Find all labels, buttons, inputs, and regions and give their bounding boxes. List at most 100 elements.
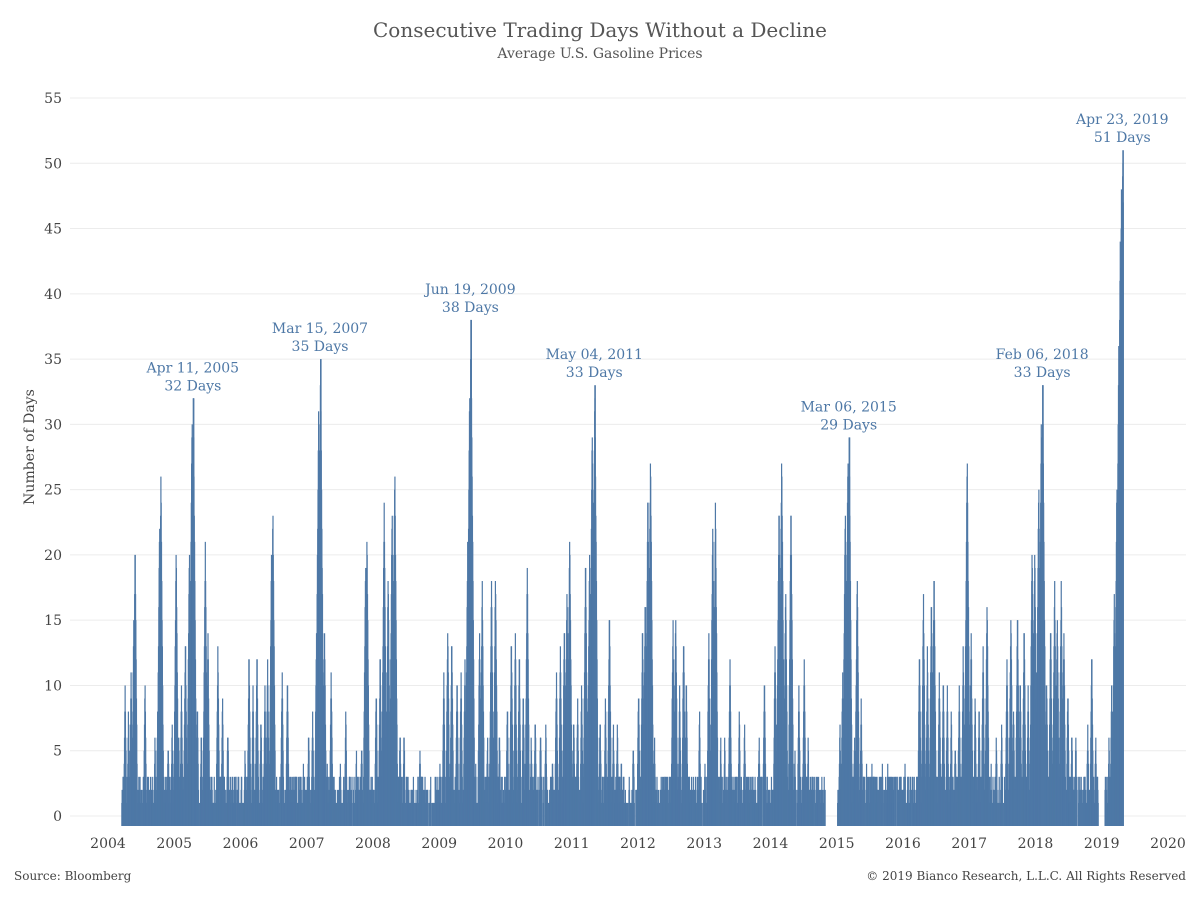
bar — [274, 750, 276, 826]
bar — [904, 776, 906, 826]
bar — [626, 802, 629, 826]
bar — [335, 802, 337, 826]
bar — [687, 776, 689, 826]
bar — [717, 776, 719, 826]
bar — [617, 776, 619, 826]
bar — [198, 802, 200, 826]
bar — [979, 776, 981, 826]
bar — [880, 776, 882, 826]
x-tick-label: 2020 — [1150, 836, 1186, 852]
bar — [246, 776, 248, 826]
bar — [998, 802, 1001, 826]
bar — [168, 776, 170, 826]
peak-bar — [470, 319, 472, 826]
bar — [868, 776, 870, 826]
bar — [654, 776, 656, 826]
bar — [700, 776, 702, 826]
peak-date-label: Apr 11, 2005 — [146, 360, 240, 376]
bar — [229, 776, 231, 826]
bar — [602, 776, 604, 826]
bar — [1077, 776, 1079, 826]
peak-date-label: Feb 06, 2018 — [996, 347, 1089, 363]
bar — [893, 776, 895, 826]
peak-bar — [320, 359, 322, 826]
bar — [304, 789, 307, 826]
peak-days-label: 35 Days — [292, 339, 349, 355]
x-tick-label: 2008 — [355, 836, 391, 852]
bar — [439, 776, 441, 826]
source-note: Source: Bloomberg — [14, 869, 132, 883]
bar — [972, 776, 974, 826]
bar — [475, 776, 477, 826]
bar — [912, 776, 914, 826]
bar — [1097, 802, 1099, 826]
bar — [1081, 789, 1083, 826]
bar — [239, 802, 241, 826]
bar — [501, 776, 503, 826]
bar — [147, 776, 149, 826]
bar — [786, 776, 789, 826]
bar — [824, 789, 826, 826]
bar — [125, 776, 127, 826]
bar — [611, 776, 613, 826]
bar — [440, 776, 442, 826]
y-tick-label: 45 — [44, 222, 62, 238]
bar — [461, 776, 463, 826]
bar — [792, 763, 794, 826]
bar — [989, 776, 991, 826]
bar — [988, 776, 990, 826]
bar — [296, 776, 298, 826]
bar — [337, 802, 339, 826]
bar — [721, 776, 723, 826]
bar — [413, 802, 415, 826]
peak-days-label: 51 Days — [1094, 130, 1151, 146]
bar — [741, 802, 743, 826]
bar — [907, 776, 909, 826]
bar — [813, 789, 815, 826]
x-tick-label: 2011 — [554, 836, 590, 852]
bar — [863, 776, 866, 826]
bar — [404, 789, 406, 826]
bar — [1095, 776, 1098, 826]
peak-date-label: Apr 23, 2019 — [1075, 112, 1169, 128]
bar — [557, 776, 559, 826]
peak-bar — [594, 385, 596, 826]
bar — [376, 776, 378, 826]
bar — [578, 789, 580, 826]
bar — [537, 776, 539, 826]
bar — [693, 789, 695, 826]
bar — [250, 789, 252, 826]
peak-days-label: 38 Days — [442, 300, 499, 316]
bar — [770, 776, 773, 826]
x-tick-label: 2014 — [753, 836, 789, 852]
bar — [795, 789, 797, 826]
bar — [861, 789, 863, 826]
x-tick-label: 2007 — [289, 836, 325, 852]
bar — [680, 802, 682, 826]
bar — [701, 802, 703, 826]
bar — [736, 776, 738, 826]
x-tick-label: 2013 — [686, 836, 722, 852]
bar — [368, 750, 370, 826]
bar — [910, 789, 912, 826]
bar — [1002, 802, 1004, 826]
chart-title: Consecutive Trading Days Without a Decli… — [373, 18, 827, 42]
bar — [658, 802, 660, 826]
bar — [163, 776, 165, 826]
bar — [293, 776, 295, 826]
bar — [956, 776, 958, 826]
bar — [430, 802, 432, 826]
bar — [452, 750, 454, 826]
bar — [422, 776, 424, 826]
bar — [238, 776, 240, 826]
bar — [373, 802, 375, 826]
bar — [235, 802, 237, 826]
bar — [351, 802, 353, 826]
y-axis-label: Number of Days — [22, 389, 38, 505]
peak-date-label: Mar 06, 2015 — [801, 399, 897, 415]
y-tick-label: 10 — [44, 678, 62, 694]
bar — [332, 776, 334, 826]
bar — [705, 776, 707, 826]
bar — [901, 789, 903, 826]
copyright-note: © 2019 Bianco Research, L.L.C. All Right… — [866, 869, 1186, 883]
